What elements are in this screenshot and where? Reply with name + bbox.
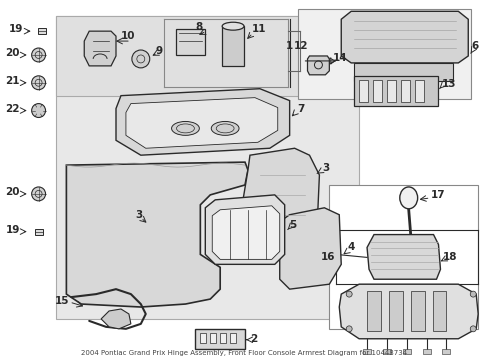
Bar — [382, 349, 390, 354]
Bar — [442, 349, 449, 354]
Bar — [400, 80, 409, 102]
Bar — [402, 349, 410, 354]
Text: 19: 19 — [8, 24, 22, 34]
Bar — [38, 28, 45, 34]
Bar — [353, 76, 438, 105]
Ellipse shape — [222, 22, 244, 30]
Text: 7: 7 — [297, 104, 305, 113]
Bar — [210, 333, 216, 343]
Text: 20: 20 — [5, 187, 20, 197]
Circle shape — [469, 291, 475, 297]
Ellipse shape — [171, 121, 199, 135]
Circle shape — [469, 326, 475, 332]
Bar — [372, 80, 381, 102]
Text: 6: 6 — [470, 41, 478, 51]
Bar — [175, 29, 205, 55]
Bar — [56, 16, 358, 96]
Polygon shape — [366, 235, 440, 279]
Polygon shape — [243, 148, 319, 251]
Text: 1: 1 — [285, 41, 293, 51]
Circle shape — [32, 76, 45, 90]
Polygon shape — [205, 195, 284, 264]
Polygon shape — [126, 98, 277, 148]
Text: 3: 3 — [135, 210, 142, 220]
Polygon shape — [339, 284, 477, 339]
Text: 14: 14 — [332, 53, 346, 63]
Circle shape — [346, 326, 351, 332]
Bar — [56, 16, 358, 319]
Polygon shape — [101, 309, 131, 329]
Text: 11: 11 — [251, 24, 266, 34]
Text: 10: 10 — [121, 31, 135, 41]
Text: 17: 17 — [429, 190, 444, 200]
Text: 21: 21 — [5, 76, 20, 86]
Text: 8: 8 — [195, 22, 202, 32]
Bar — [366, 291, 380, 331]
Polygon shape — [84, 31, 116, 66]
Polygon shape — [212, 206, 279, 260]
Text: 22: 22 — [5, 104, 20, 113]
Text: 13: 13 — [441, 79, 455, 89]
Bar — [222, 26, 244, 66]
Bar — [195, 329, 244, 349]
Text: 3: 3 — [322, 163, 329, 173]
Circle shape — [32, 187, 45, 201]
Circle shape — [32, 104, 45, 117]
Bar — [362, 349, 370, 354]
Bar — [230, 333, 236, 343]
Bar — [388, 291, 402, 331]
Ellipse shape — [399, 187, 417, 209]
Text: 12: 12 — [294, 41, 308, 51]
Polygon shape — [66, 162, 247, 307]
Bar — [353, 63, 452, 81]
Circle shape — [346, 291, 351, 297]
Text: 20: 20 — [5, 48, 20, 58]
Text: 9: 9 — [155, 46, 163, 56]
Text: 5: 5 — [289, 220, 296, 230]
Text: 4: 4 — [346, 243, 354, 252]
Bar — [414, 80, 423, 102]
Bar — [386, 80, 395, 102]
Bar — [328, 185, 477, 329]
Text: 2: 2 — [249, 334, 257, 344]
Bar — [432, 291, 446, 331]
Polygon shape — [307, 56, 328, 75]
Bar — [297, 9, 470, 99]
Bar — [200, 333, 206, 343]
Polygon shape — [341, 11, 468, 63]
Text: 18: 18 — [442, 252, 456, 262]
Text: 15: 15 — [55, 296, 69, 306]
Bar — [410, 291, 424, 331]
Ellipse shape — [211, 121, 239, 135]
Text: 2004 Pontiac Grand Prix Hinge Assembly, Front Floor Console Armrest Diagram for : 2004 Pontiac Grand Prix Hinge Assembly, … — [81, 350, 406, 356]
Circle shape — [132, 50, 149, 68]
Polygon shape — [116, 89, 289, 155]
Circle shape — [32, 48, 45, 62]
Bar — [422, 349, 429, 354]
Bar — [358, 80, 367, 102]
Text: 19: 19 — [5, 225, 20, 235]
Bar — [35, 229, 42, 235]
Bar — [220, 333, 225, 343]
Text: 16: 16 — [320, 252, 335, 262]
Polygon shape — [279, 208, 341, 289]
